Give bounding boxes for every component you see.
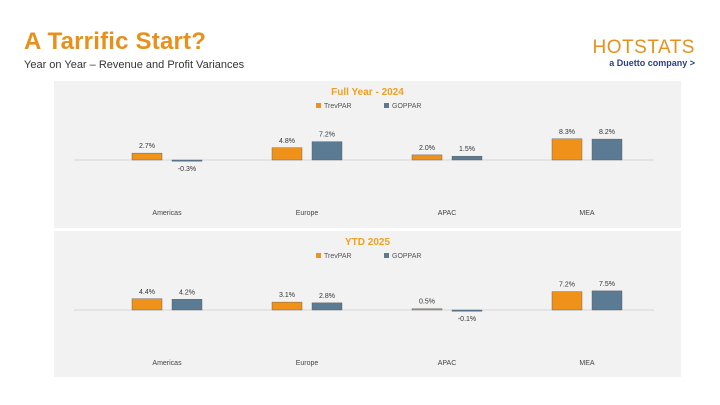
data-label-trevpar-americas: 4.4% — [139, 289, 155, 296]
category-label-americas: Americas — [152, 210, 182, 217]
bar-goppar-americas — [171, 299, 203, 311]
chart-title: YTD 2025 — [345, 237, 390, 248]
legend-label-trevpar: TrevPAR — [324, 103, 352, 110]
category-label-europe: Europe — [296, 210, 319, 217]
category-label-americas: Americas — [152, 360, 182, 367]
data-label-trevpar-americas: 2.7% — [139, 143, 155, 150]
data-label-goppar-americas: 4.2% — [179, 289, 195, 296]
chart-ytd-2025: YTD 2025 TrevPAR GOPPAR Americas 4.4% 4.2% Eur… — [74, 237, 654, 367]
bar-trevpar-europe — [271, 301, 303, 311]
data-label-trevpar-europe: 3.1% — [279, 292, 295, 299]
chart-panel-ytd-2025: YTD 2025 TrevPAR GOPPAR Americas 4.4% 4.2% Eur… — [54, 231, 681, 377]
data-label-trevpar-mea: 7.2% — [559, 282, 575, 289]
data-label-trevpar-apac: 0.5% — [419, 299, 435, 306]
brand-logo: HOTSTATS a Duetto company > — [580, 38, 695, 69]
bar-goppar-europe — [311, 141, 343, 161]
legend-swatch-trevpar — [316, 103, 321, 108]
bar-trevpar-apac — [411, 308, 443, 311]
bar-trevpar-americas — [131, 298, 163, 311]
category-label-mea: MEA — [579, 360, 595, 367]
data-label-goppar-americas: -0.3% — [178, 166, 196, 173]
data-label-trevpar-europe: 4.8% — [279, 138, 295, 145]
bar-trevpar-apac — [411, 154, 443, 161]
logo-wordmark: HOTSTATS — [592, 37, 695, 58]
bar-goppar-mea — [591, 290, 623, 311]
chart-title: Full Year - 2024 — [331, 87, 404, 98]
logo-tagline: a Duetto company > — [609, 58, 695, 68]
data-label-goppar-mea: 7.5% — [599, 281, 615, 288]
data-label-goppar-apac: -0.1% — [458, 316, 476, 323]
bar-trevpar-mea — [551, 138, 583, 161]
data-label-trevpar-mea: 8.3% — [559, 129, 575, 136]
legend-swatch-goppar — [384, 103, 389, 108]
chart-panel-full-year-2024: Full Year - 2024 TrevPAR GOPPAR Americas 2.7… — [54, 81, 681, 228]
legend-swatch-trevpar — [316, 253, 321, 258]
data-label-goppar-apac: 1.5% — [459, 146, 475, 153]
legend-label-goppar: GOPPAR — [392, 103, 421, 110]
page-subtitle: Year on Year – Revenue and Profit Varian… — [24, 59, 245, 71]
legend-label-trevpar: TrevPAR — [324, 253, 352, 260]
legend-label-goppar: GOPPAR — [392, 253, 421, 260]
page-title: A Tarrific Start? — [24, 28, 207, 55]
bar-goppar-europe — [311, 302, 343, 311]
category-label-mea: MEA — [579, 210, 595, 217]
bar-goppar-apac — [451, 309, 483, 312]
bar-goppar-mea — [591, 138, 623, 161]
bar-trevpar-mea — [551, 291, 583, 311]
bar-trevpar-americas — [131, 152, 163, 161]
bar-trevpar-europe — [271, 147, 303, 161]
bar-goppar-apac — [451, 155, 483, 161]
bar-goppar-americas — [171, 159, 203, 162]
chart-full-year-2024: Full Year - 2024 TrevPAR GOPPAR Americas 2.7… — [74, 87, 654, 217]
category-label-europe: Europe — [296, 360, 319, 367]
category-label-apac: APAC — [438, 210, 457, 217]
data-label-goppar-mea: 8.2% — [599, 129, 615, 136]
data-label-trevpar-apac: 2.0% — [419, 145, 435, 152]
legend-swatch-goppar — [384, 253, 389, 258]
data-label-goppar-europe: 2.8% — [319, 293, 335, 300]
category-label-apac: APAC — [438, 360, 457, 367]
data-label-goppar-europe: 7.2% — [319, 132, 335, 139]
